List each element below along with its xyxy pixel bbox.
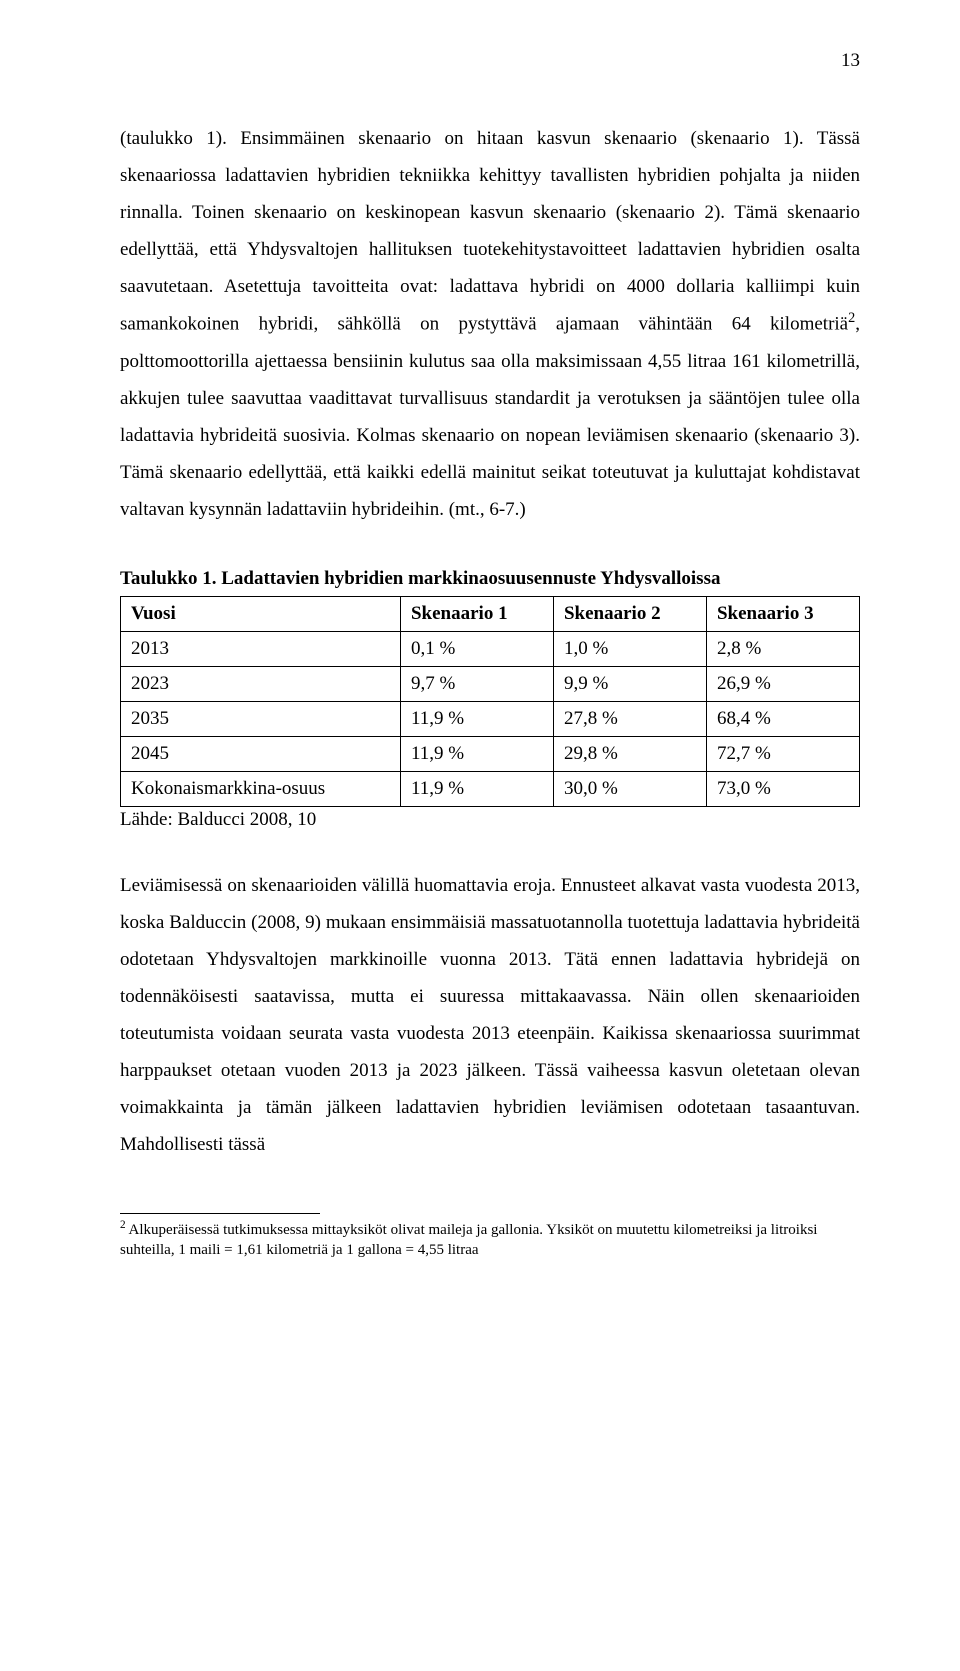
table-source: Lähde: Balducci 2008, 10 — [120, 809, 860, 831]
table-cell: 29,8 % — [553, 736, 706, 771]
table-header: Vuosi — [121, 596, 401, 631]
table-row: Kokonaismarkkina-osuus 11,9 % 30,0 % 73,… — [121, 771, 860, 806]
page: 13 (taulukko 1). Ensimmäinen skenaario o… — [0, 0, 960, 1301]
table-cell: 11,9 % — [400, 736, 553, 771]
table-row: 2035 11,9 % 27,8 % 68,4 % — [121, 701, 860, 736]
table-cell: 11,9 % — [400, 771, 553, 806]
table-cell: 73,0 % — [706, 771, 859, 806]
table-row: 2023 9,7 % 9,9 % 26,9 % — [121, 666, 860, 701]
page-number: 13 — [120, 50, 860, 72]
table-cell: 1,0 % — [553, 631, 706, 666]
table-cell: 0,1 % — [400, 631, 553, 666]
table-cell: 2,8 % — [706, 631, 859, 666]
table-row: 2013 0,1 % 1,0 % 2,8 % — [121, 631, 860, 666]
footnote-separator — [120, 1213, 320, 1214]
table-cell: 2023 — [121, 666, 401, 701]
table-row: 2045 11,9 % 29,8 % 72,7 % — [121, 736, 860, 771]
paragraph-2: Leviämisessä on skenaarioiden välillä hu… — [120, 867, 860, 1163]
table-header-row: Vuosi Skenaario 1 Skenaario 2 Skenaario … — [121, 596, 860, 631]
table-cell: 68,4 % — [706, 701, 859, 736]
table-cell: 72,7 % — [706, 736, 859, 771]
table-cell: 2035 — [121, 701, 401, 736]
table-header: Skenaario 2 — [553, 596, 706, 631]
footnote-text: Alkuperäisessä tutkimuksessa mittayksikö… — [120, 1222, 817, 1258]
paragraph-1-text-b: , polttomoottorilla ajettaessa bensiinin… — [120, 314, 860, 520]
forecast-table: Vuosi Skenaario 1 Skenaario 2 Skenaario … — [120, 596, 860, 807]
table-cell: 2045 — [121, 736, 401, 771]
table-cell: 2013 — [121, 631, 401, 666]
paragraph-1: (taulukko 1). Ensimmäinen skenaario on h… — [120, 120, 860, 528]
table-title: Taulukko 1. Ladattavien hybridien markki… — [120, 568, 860, 590]
table-cell: 9,9 % — [553, 666, 706, 701]
footnote: 2 Alkuperäisessä tutkimuksessa mittayksi… — [120, 1218, 860, 1261]
table-header: Skenaario 3 — [706, 596, 859, 631]
paragraph-1-text-a: (taulukko 1). Ensimmäinen skenaario on h… — [120, 128, 860, 335]
table-cell: 9,7 % — [400, 666, 553, 701]
table-cell: 27,8 % — [553, 701, 706, 736]
table-header: Skenaario 1 — [400, 596, 553, 631]
table-cell: Kokonaismarkkina-osuus — [121, 771, 401, 806]
table-cell: 11,9 % — [400, 701, 553, 736]
table-cell: 26,9 % — [706, 666, 859, 701]
table-cell: 30,0 % — [553, 771, 706, 806]
